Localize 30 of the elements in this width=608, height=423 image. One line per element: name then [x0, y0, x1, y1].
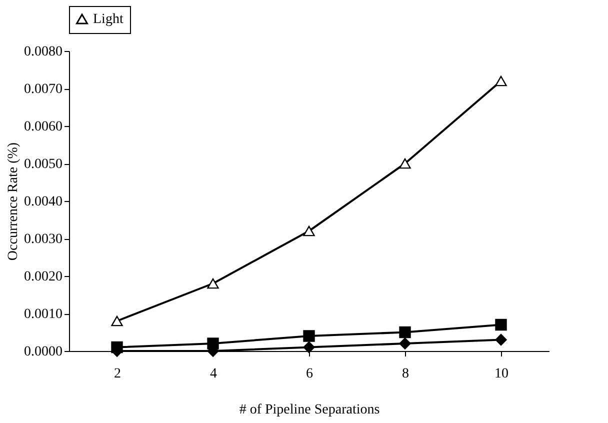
- y-tick-label: 0.0040: [24, 194, 62, 210]
- x-tick-label: 2: [114, 366, 121, 382]
- point: [303, 226, 315, 236]
- x-tick-label: 4: [210, 366, 217, 382]
- point: [399, 338, 411, 350]
- point: [495, 334, 507, 346]
- point: [399, 326, 411, 338]
- y-tick-label: 0.0020: [24, 270, 62, 284]
- y-tick-label: 0.0000: [24, 344, 62, 360]
- point: [111, 316, 123, 326]
- point: [303, 341, 315, 354]
- point: [207, 278, 219, 289]
- point: [495, 76, 507, 86]
- x-tick-label: 10: [494, 366, 508, 382]
- y-tick-label: 0.0060: [24, 120, 62, 134]
- y-tick-label: 0.0050: [24, 157, 62, 172]
- point: [495, 318, 507, 331]
- y-tick-label: 0.0080: [24, 44, 62, 60]
- point: [111, 341, 123, 354]
- point: [207, 338, 219, 350]
- x-tick-label: 8: [402, 366, 409, 382]
- y-tick-label: 0.0010: [24, 307, 62, 322]
- x-axis-title: # of Pipeline Separations: [239, 402, 380, 418]
- x-tick-label: 6: [306, 366, 313, 382]
- y-axis-title: Occurrence Rate (%): [6, 142, 21, 261]
- y-tick-label: 0.0070: [24, 82, 62, 97]
- legend-label: Light: [93, 12, 124, 27]
- point: [399, 158, 411, 169]
- y-tick-label: 0.0030: [24, 232, 62, 247]
- point: [303, 330, 315, 342]
